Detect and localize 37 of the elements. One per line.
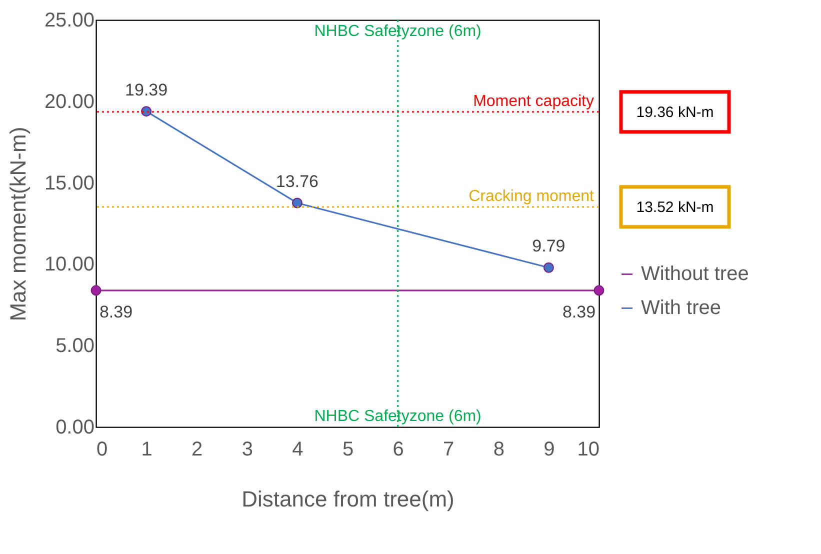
- x-tick-label: 9: [544, 438, 555, 460]
- data-label: 13.76: [276, 172, 318, 191]
- x-tick-label: 4: [292, 438, 304, 460]
- y-axis-title: Max moment(kN-m): [5, 126, 30, 322]
- ref-line-label: Cracking moment: [468, 188, 595, 205]
- point: [594, 285, 604, 296]
- ref-line-label: Moment capacity: [473, 92, 594, 110]
- text: NHBC Safetyzone (6m): [314, 408, 482, 425]
- y-tick-label: 20.00: [44, 90, 94, 113]
- data-label: 9.79: [532, 236, 566, 256]
- legend-label: With tree: [641, 297, 722, 320]
- y-tick-label: 5.00: [56, 335, 94, 358]
- text: 19.36 kN-m: [636, 104, 714, 121]
- data-label: 19.39: [125, 80, 168, 100]
- x-tick-label: 6: [392, 438, 404, 460]
- data-label: 8.39: [562, 302, 596, 322]
- x-axis-title: Distance from tree(m): [242, 486, 454, 512]
- x-tick-label: 0: [96, 438, 108, 460]
- x-tick-label: 2: [192, 438, 203, 460]
- x-tick-label: 10: [577, 438, 600, 460]
- point: [90, 285, 102, 296]
- data-label: 8.39: [99, 302, 133, 322]
- x-tick-label: 5: [342, 438, 354, 460]
- x-tick-label: 1: [141, 438, 152, 460]
- y-tick-label: 25.00: [44, 10, 94, 32]
- legend-label: Without tree: [641, 263, 749, 286]
- y-tick-label: 15.00: [44, 172, 94, 194]
- y-tick-label: 0.00: [56, 416, 94, 438]
- point: [543, 262, 554, 273]
- y-tick-label: 10.00: [44, 254, 94, 276]
- point: [141, 106, 152, 117]
- x-tick-label: 7: [443, 438, 454, 460]
- x-tick-label: 3: [242, 438, 253, 460]
- ref-line-label: NHBC Safetyzone (6m): [314, 23, 482, 40]
- text: 13.52 kN-m: [636, 198, 714, 216]
- point: [292, 198, 302, 208]
- x-tick-label: 8: [493, 438, 504, 460]
